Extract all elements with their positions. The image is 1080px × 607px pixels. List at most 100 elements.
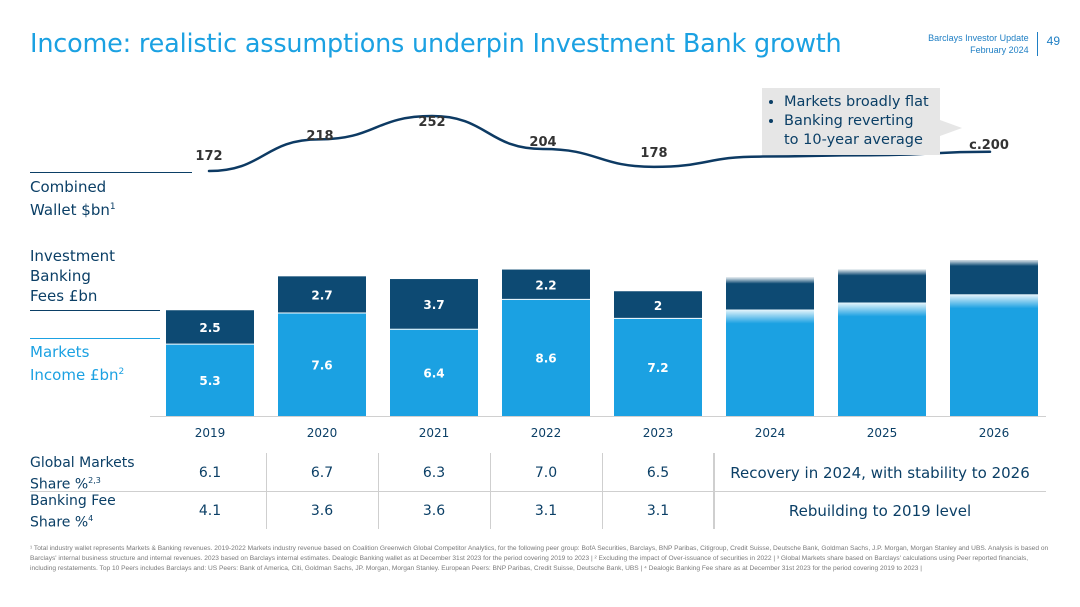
- bf-share-2022: 3.1: [534, 503, 558, 519]
- label-markets-2019: 5.3: [199, 374, 220, 388]
- markets-footnote-ref: 2: [118, 367, 125, 377]
- wallet-row-label: Combined Wallet $bn1: [30, 177, 116, 220]
- fees-label-rule: [30, 310, 160, 311]
- markets-label-line2: Income £bn2: [30, 362, 124, 385]
- callout-bullet-banking-line1: Banking reverting: [784, 113, 914, 129]
- projection-fade-fees-2025: [838, 269, 926, 276]
- bar-markets-projection-2025: [838, 302, 926, 416]
- wallet-line: [207, 114, 992, 173]
- projection-fade-markets-2024: [726, 309, 814, 324]
- x-tick-2021: 2021: [419, 426, 450, 440]
- label-markets-2020: 7.6: [311, 358, 332, 372]
- label-fees-2023: 2: [654, 299, 662, 313]
- wallet-label-2021: 252: [418, 115, 445, 130]
- fees-label-line1: Investment: [30, 247, 115, 265]
- bar-markets-2023: [614, 318, 702, 416]
- x-tick-2025: 2025: [867, 426, 898, 440]
- label-fees-2019: 2.5: [199, 321, 220, 335]
- bar-markets-projection-2026: [950, 294, 1038, 416]
- projection-fade-fees-2026: [950, 260, 1038, 267]
- bar-fees-2019: [166, 310, 254, 345]
- gm-share-2023: 6.5: [646, 465, 670, 481]
- bf-share-2023: 3.1: [646, 503, 670, 519]
- callout-box: Markets broadly flat Banking reverting to…: [762, 88, 940, 155]
- gm-footnote-ref: 2,3: [88, 476, 101, 485]
- wallet-label-line1: Combined: [30, 178, 107, 196]
- global-markets-share-label: Global Markets Share %2,3: [30, 454, 135, 494]
- x-tick-2026: 2026: [979, 426, 1010, 440]
- wallet-label-2022: 204: [529, 135, 556, 150]
- wallet-label-rule: [30, 172, 192, 173]
- callout-bullet-banking: Banking reverting to 10-year average: [784, 112, 940, 150]
- gm-label-line1: Global Markets: [30, 455, 135, 471]
- label-fees-2020: 2.7: [311, 289, 332, 303]
- bar-fees-2021: [390, 279, 478, 330]
- bf-share-2020: 3.6: [310, 503, 334, 519]
- document-name: Barclays Investor Update: [928, 33, 1029, 43]
- x-tick-2023: 2023: [643, 426, 674, 440]
- bar-fees-2022: [502, 269, 590, 300]
- table-projection-divider: [713, 453, 714, 529]
- wallet-label-2023: 178: [640, 146, 667, 161]
- gm-label-line2: Share %2,3: [30, 472, 135, 494]
- label-markets-2023: 7.2: [647, 361, 668, 375]
- callout-arrow: [940, 120, 962, 136]
- wallet-label-line2: Wallet $bn1: [30, 197, 116, 220]
- table-column-divider: [266, 453, 267, 529]
- bf-projection-note: Rebuilding to 2019 level: [788, 502, 972, 520]
- banking-fee-share-label: Banking Fee Share %4: [30, 492, 116, 532]
- wallet-footnote-ref: 1: [109, 202, 116, 212]
- bf-share-2019: 4.1: [198, 503, 222, 519]
- label-fees-2021: 3.7: [423, 298, 444, 312]
- gm-share-2021: 6.3: [422, 465, 446, 481]
- header-info: Barclays Investor Update February 2024 4…: [928, 32, 1060, 56]
- bar-markets-2021: [390, 329, 478, 416]
- bar-markets-2022: [502, 299, 590, 416]
- markets-row-label: Markets Income £bn2: [30, 342, 124, 385]
- bar-markets-projection-2024: [726, 309, 814, 416]
- gm-projection-note: Recovery in 2024, with stability to 2026: [730, 464, 1030, 482]
- label-fees-2022: 2.2: [535, 278, 556, 292]
- markets-label-rule: [30, 338, 160, 339]
- table-column-divider: [602, 453, 603, 529]
- wallet-label-2026: c.200: [969, 138, 1009, 153]
- x-tick-2022: 2022: [531, 426, 562, 440]
- footnote: ¹ Total industry wallet represents Marke…: [30, 545, 1049, 572]
- wallet-label-2020: 218: [306, 129, 333, 144]
- bf-label-line2: Share %4: [30, 510, 116, 532]
- projection-fade-markets-2025: [838, 302, 926, 317]
- bar-fees-2020: [278, 276, 366, 313]
- label-markets-2021: 6.4: [423, 367, 444, 381]
- markets-label-text: Income £bn: [30, 366, 119, 384]
- wallet-label-2019: 172: [195, 149, 222, 164]
- table-column-divider: [378, 453, 379, 529]
- projection-fade-fees-2024: [726, 277, 814, 284]
- x-tick-2024: 2024: [755, 426, 786, 440]
- table-column-divider: [490, 453, 491, 529]
- table-row-divider: [30, 491, 1046, 492]
- fees-row-label: Investment Banking Fees £bn: [30, 246, 115, 306]
- bf-footnote-ref: 4: [88, 514, 94, 523]
- page-title: Income: realistic assumptions underpin I…: [30, 29, 842, 59]
- bar-fees-2023: [614, 291, 702, 319]
- gm-share-2022: 7.0: [534, 465, 558, 481]
- fees-label-line3: Fees £bn: [30, 287, 98, 305]
- x-tick-2020: 2020: [307, 426, 338, 440]
- bar-markets-2020: [278, 312, 366, 416]
- table-column-divider: [714, 453, 715, 529]
- bf-share-2021: 3.6: [422, 503, 446, 519]
- x-tick-2019: 2019: [195, 426, 226, 440]
- gm-share-2020: 6.7: [310, 465, 334, 481]
- gm-share-2019: 6.1: [198, 465, 222, 481]
- projection-fade-markets-2026: [950, 294, 1038, 309]
- fees-label-line2: Banking: [30, 267, 91, 285]
- bf-label-line1: Banking Fee: [30, 493, 116, 509]
- callout-bullet-banking-line2: to 10-year average: [784, 132, 923, 148]
- document-info: Barclays Investor Update February 2024: [928, 32, 1038, 56]
- page-number: 49: [1046, 34, 1060, 48]
- callout-bullet-markets: Markets broadly flat: [784, 93, 940, 112]
- label-markets-2022: 8.6: [535, 352, 556, 366]
- document-date: February 2024: [970, 45, 1029, 55]
- markets-label-line1: Markets: [30, 343, 90, 361]
